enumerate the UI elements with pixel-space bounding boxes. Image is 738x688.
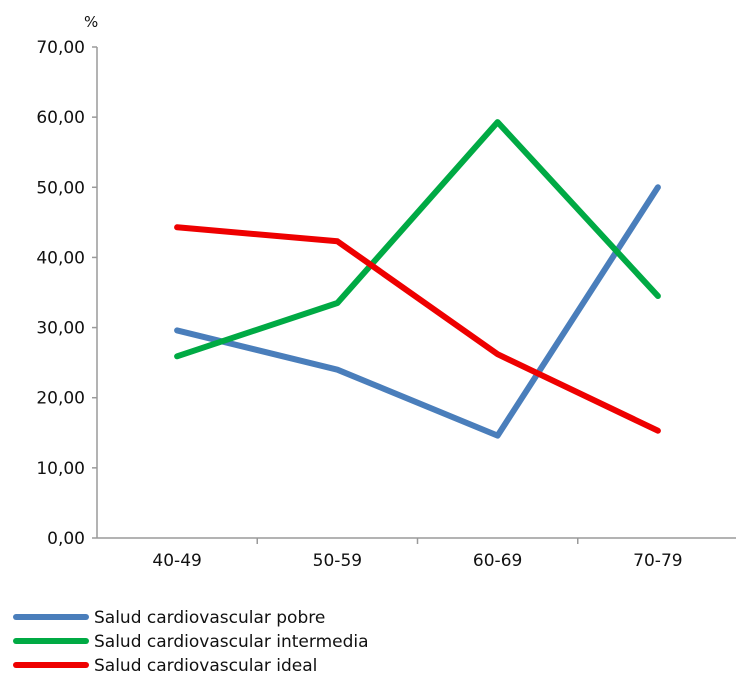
legend-label-1: Salud cardiovascular pobre [94,608,325,628]
tick-labels: 0,00 10,00 20,00 30,00 40,00 50,00 60,00 70,00%… [36,13,682,571]
x-tick-label: 60-69 [473,551,522,571]
x-tick-label: 50-59 [313,551,362,571]
y-tick-label: 40,00 [36,248,85,268]
y-tick-label: 60,00 [36,108,85,128]
legend-label-2: Salud cardiovascular intermedia [94,632,369,652]
y-tick-label: 30,00 [36,319,85,339]
y-tick-label: 20,00 [36,389,85,409]
series-lines [177,122,658,436]
y-tick-label: 50,00 [36,178,85,198]
x-tick-label: 70-79 [633,551,682,571]
y-tick-label: 70,00 [36,38,85,58]
legend-label-3: Salud cardiovascular ideal [94,656,317,676]
y-axis-unit-label: % [84,13,98,31]
y-tick-label: 0,00 [47,529,85,549]
x-tick-label: 40-49 [152,551,201,571]
series-line-2 [177,122,658,356]
y-tick-label: 10,00 [36,459,85,479]
legend: Salud cardiovascular pobre Salud cardiova… [16,608,369,676]
